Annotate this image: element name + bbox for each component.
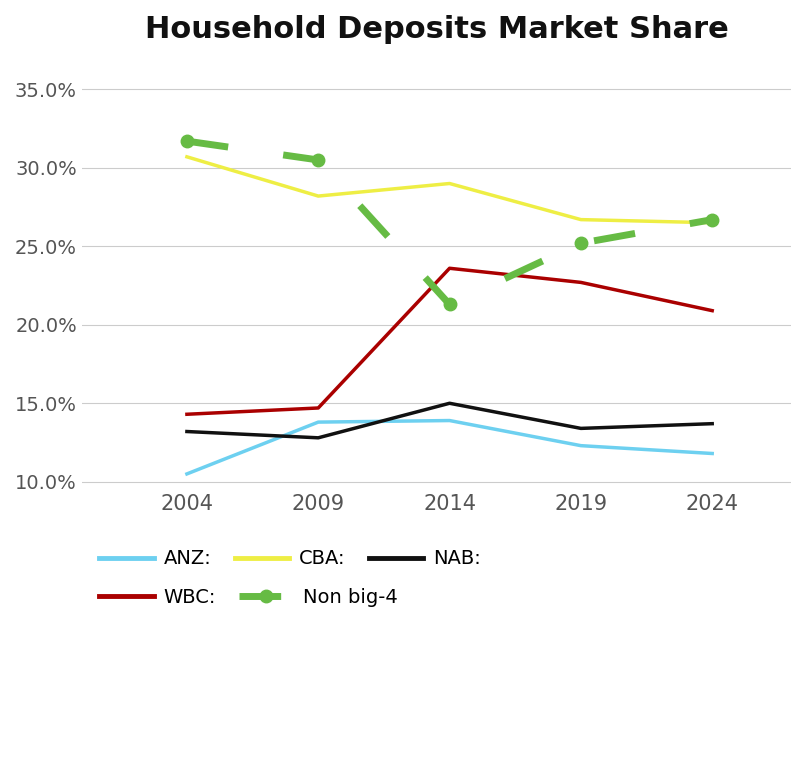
Legend: WBC:, Non big-4: WBC:, Non big-4 <box>92 580 406 615</box>
Title: Household Deposits Market Share: Household Deposits Market Share <box>144 15 729 44</box>
